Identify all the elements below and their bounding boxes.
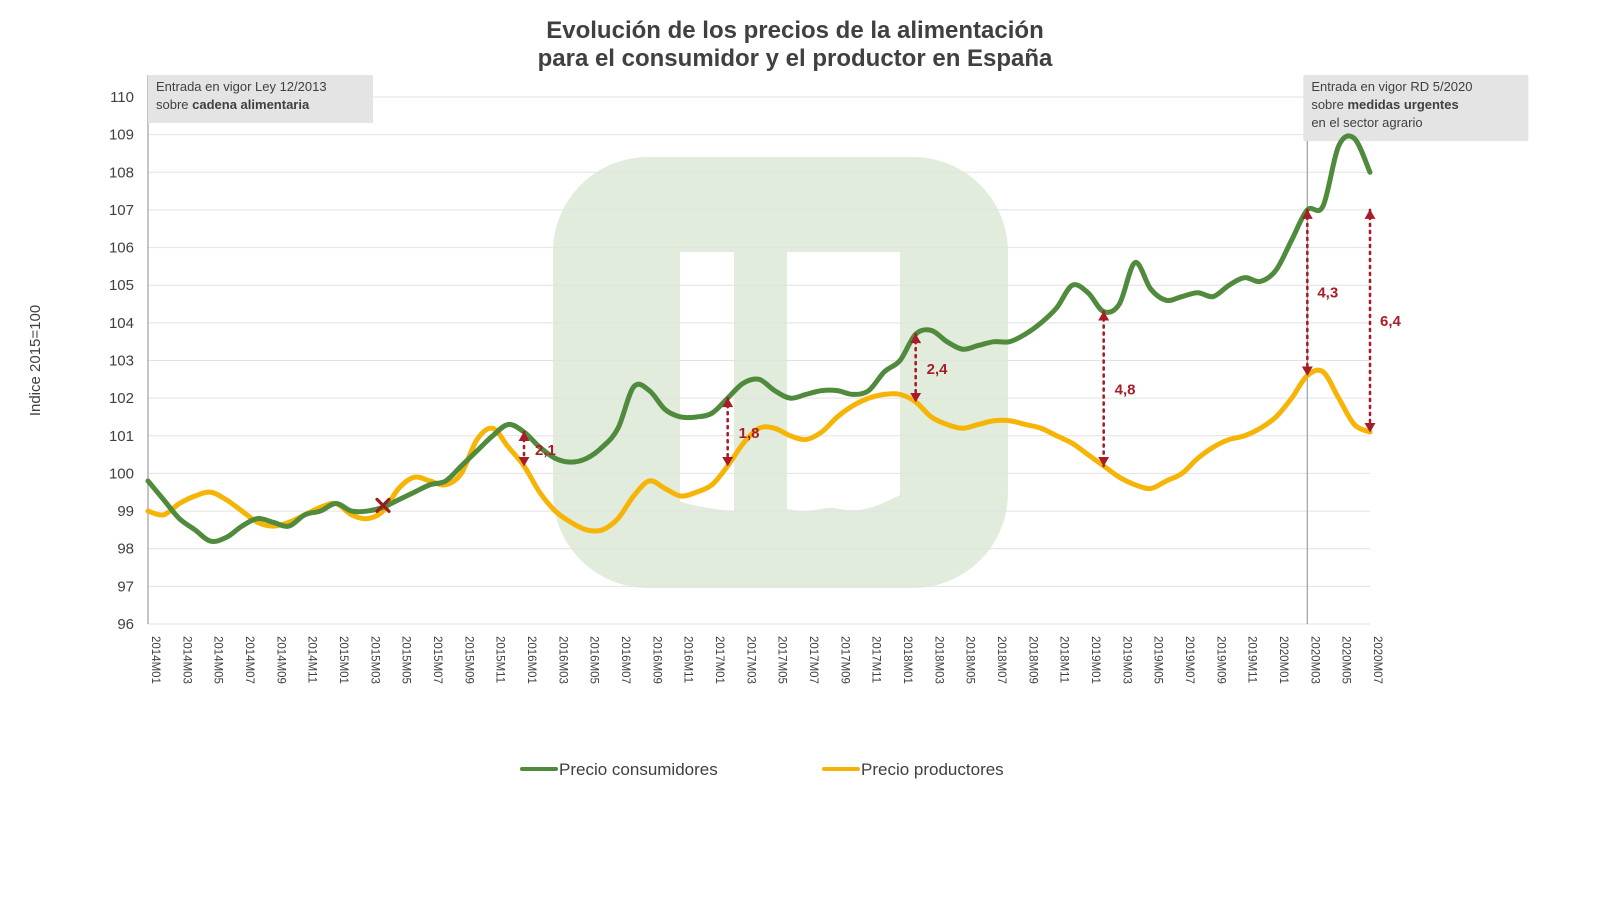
svg-text:2020M03: 2020M03 bbox=[1308, 636, 1320, 684]
svg-text:en el sector agrario: en el sector agrario bbox=[1311, 115, 1422, 130]
svg-text:109: 109 bbox=[109, 127, 134, 144]
svg-text:2018M09: 2018M09 bbox=[1026, 636, 1038, 684]
svg-text:2014M05: 2014M05 bbox=[212, 636, 224, 684]
svg-text:2019M11: 2019M11 bbox=[1246, 636, 1258, 683]
svg-text:96: 96 bbox=[117, 616, 134, 633]
svg-text:6,4: 6,4 bbox=[1380, 313, 1402, 330]
svg-text:105: 105 bbox=[109, 277, 134, 294]
svg-text:2019M01: 2019M01 bbox=[1089, 636, 1101, 684]
svg-text:99: 99 bbox=[117, 503, 134, 520]
svg-text:108: 108 bbox=[109, 164, 134, 181]
svg-text:103: 103 bbox=[109, 353, 134, 370]
svg-text:Evolución de los precios de la: Evolución de los precios de la alimentac… bbox=[546, 17, 1043, 44]
svg-text:4,3: 4,3 bbox=[1317, 285, 1338, 302]
svg-text:2019M07: 2019M07 bbox=[1183, 636, 1195, 684]
svg-text:2016M11: 2016M11 bbox=[682, 636, 694, 683]
svg-text:2017M07: 2017M07 bbox=[807, 636, 819, 684]
svg-text:2018M05: 2018M05 bbox=[964, 636, 976, 684]
svg-text:2014M07: 2014M07 bbox=[243, 636, 255, 684]
svg-text:2015M07: 2015M07 bbox=[431, 636, 443, 684]
svg-text:2017M05: 2017M05 bbox=[776, 636, 788, 684]
svg-text:2017M11: 2017M11 bbox=[870, 636, 882, 683]
svg-text:2019M03: 2019M03 bbox=[1120, 636, 1132, 684]
svg-text:104: 104 bbox=[109, 315, 134, 332]
svg-text:2015M05: 2015M05 bbox=[400, 636, 412, 684]
svg-text:100: 100 bbox=[109, 465, 134, 482]
svg-text:2018M01: 2018M01 bbox=[901, 636, 913, 684]
svg-text:sobre medidas urgentes: sobre medidas urgentes bbox=[1311, 97, 1458, 112]
svg-text:110: 110 bbox=[110, 89, 134, 106]
svg-text:98: 98 bbox=[117, 541, 134, 558]
svg-text:2016M09: 2016M09 bbox=[650, 636, 662, 684]
svg-text:102: 102 bbox=[109, 390, 134, 407]
svg-text:Precio productores: Precio productores bbox=[861, 760, 1004, 779]
svg-text:2014M01: 2014M01 bbox=[149, 636, 161, 684]
svg-text:2020M07: 2020M07 bbox=[1371, 636, 1383, 684]
svg-text:2015M09: 2015M09 bbox=[462, 636, 474, 684]
svg-text:Entrada en vigor Ley 12/2013: Entrada en vigor Ley 12/2013 bbox=[156, 79, 327, 94]
svg-text:2015M11: 2015M11 bbox=[494, 636, 506, 683]
svg-text:2,4: 2,4 bbox=[927, 361, 949, 378]
svg-text:2018M11: 2018M11 bbox=[1058, 636, 1070, 683]
svg-text:sobre cadena alimentaria: sobre cadena alimentaria bbox=[156, 97, 310, 112]
svg-text:4,8: 4,8 bbox=[1115, 382, 1136, 399]
svg-text:2018M03: 2018M03 bbox=[932, 636, 944, 684]
svg-text:2014M09: 2014M09 bbox=[274, 636, 286, 684]
svg-text:2016M01: 2016M01 bbox=[525, 636, 537, 684]
svg-text:2017M01: 2017M01 bbox=[713, 636, 725, 684]
svg-text:Precio consumidores: Precio consumidores bbox=[559, 760, 718, 779]
svg-text:2016M07: 2016M07 bbox=[619, 636, 631, 684]
svg-text:2015M03: 2015M03 bbox=[368, 636, 380, 684]
svg-text:1,8: 1,8 bbox=[739, 425, 760, 442]
svg-text:2015M01: 2015M01 bbox=[337, 636, 349, 684]
svg-text:2020M01: 2020M01 bbox=[1277, 636, 1289, 684]
svg-text:2019M09: 2019M09 bbox=[1214, 636, 1226, 684]
svg-text:2018M07: 2018M07 bbox=[995, 636, 1007, 684]
svg-text:2014M03: 2014M03 bbox=[180, 636, 192, 684]
svg-text:106: 106 bbox=[109, 240, 134, 257]
svg-text:97: 97 bbox=[117, 578, 134, 595]
svg-text:Entrada en vigor RD 5/2020: Entrada en vigor RD 5/2020 bbox=[1311, 79, 1472, 94]
svg-text:Indice 2015=100: Indice 2015=100 bbox=[27, 305, 44, 416]
svg-text:2017M03: 2017M03 bbox=[744, 636, 756, 684]
svg-text:2,1: 2,1 bbox=[535, 442, 556, 459]
svg-text:101: 101 bbox=[109, 428, 134, 445]
svg-text:2017M09: 2017M09 bbox=[838, 636, 850, 684]
svg-text:2019M05: 2019M05 bbox=[1152, 636, 1164, 684]
svg-text:107: 107 bbox=[109, 202, 134, 219]
svg-text:2016M05: 2016M05 bbox=[588, 636, 600, 684]
svg-text:para el consumidor y el produc: para el consumidor y el productor en Esp… bbox=[538, 45, 1053, 72]
svg-text:2016M03: 2016M03 bbox=[556, 636, 568, 684]
svg-text:2020M05: 2020M05 bbox=[1340, 636, 1352, 684]
svg-text:2014M11: 2014M11 bbox=[306, 636, 318, 683]
